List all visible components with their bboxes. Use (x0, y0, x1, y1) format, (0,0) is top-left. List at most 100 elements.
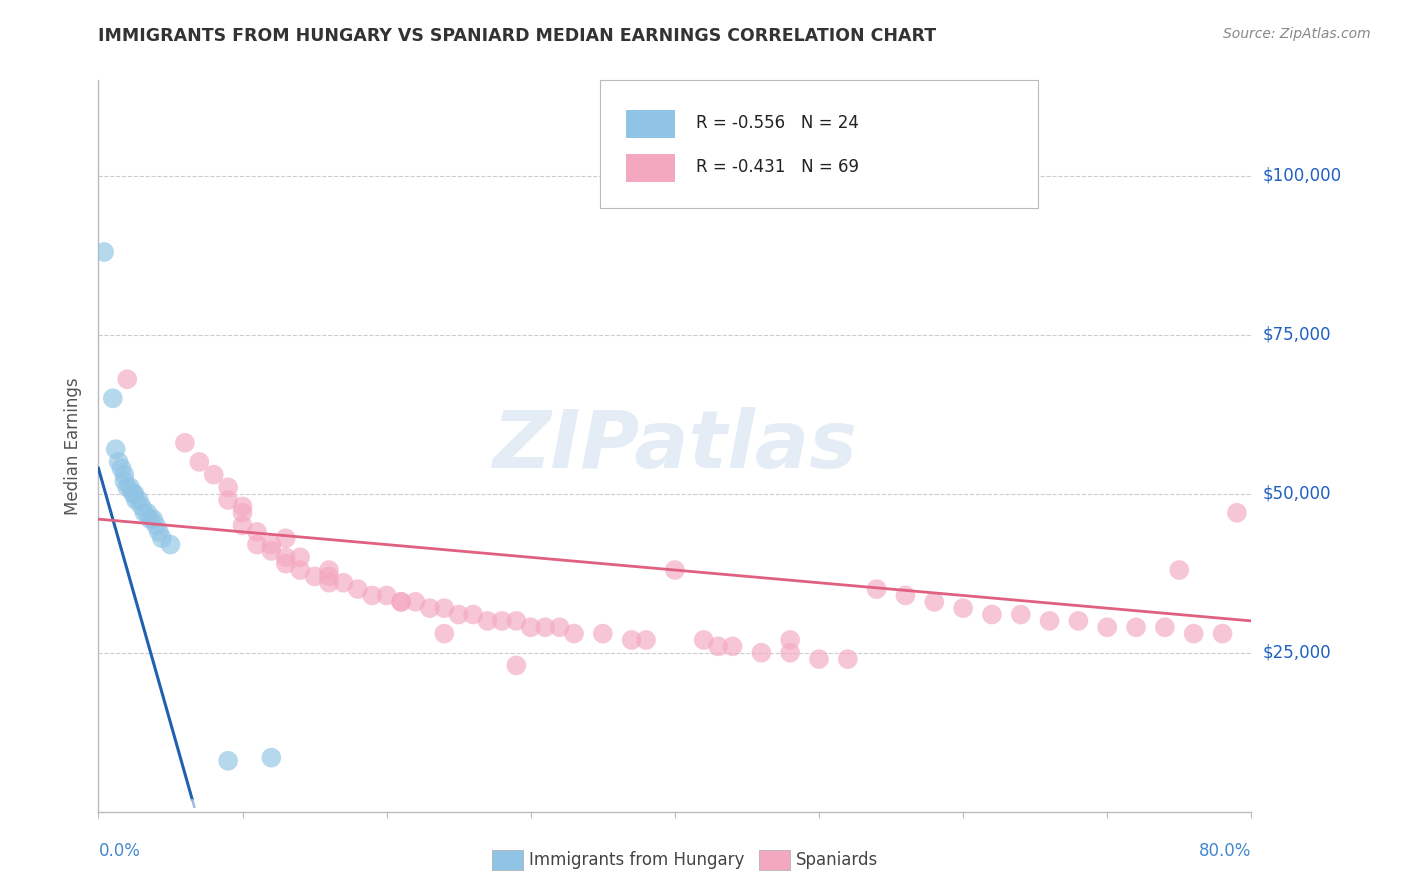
Text: $50,000: $50,000 (1263, 484, 1331, 503)
Point (779, 646, 801, 660)
Point (548, 620, 571, 634)
Point (1097, 620, 1119, 634)
Point (217, 493, 239, 508)
Point (636, 632, 658, 647)
Point (461, 607, 484, 622)
Text: IMMIGRANTS FROM HUNGARY VS SPANIARD MEDIAN EARNINGS CORRELATION CHART: IMMIGRANTS FROM HUNGARY VS SPANIARD MEDI… (98, 27, 936, 45)
Point (318, 563, 340, 577)
Point (231, 506, 254, 520)
Point (1182, 626, 1205, 640)
Point (1226, 506, 1249, 520)
Point (866, 582, 889, 596)
Point (389, 595, 412, 609)
Point (304, 569, 326, 583)
Point (952, 601, 974, 615)
Text: $100,000: $100,000 (1263, 167, 1341, 185)
Point (318, 575, 340, 590)
Text: R = -0.556   N = 24: R = -0.556 N = 24 (696, 113, 859, 132)
Point (112, 474, 135, 488)
Point (217, 754, 239, 768)
Point (139, 512, 162, 526)
Point (107, 455, 129, 469)
Point (274, 557, 297, 571)
Point (120, 480, 142, 494)
Text: 80.0%: 80.0% (1199, 842, 1251, 860)
FancyBboxPatch shape (600, 80, 1038, 209)
Point (117, 372, 138, 386)
Point (693, 632, 716, 647)
Point (779, 632, 801, 647)
Point (1067, 614, 1090, 628)
Point (620, 632, 643, 647)
Point (290, 550, 312, 565)
Point (122, 486, 145, 500)
Text: Immigrants from Hungary: Immigrants from Hungary (529, 851, 744, 869)
Point (231, 518, 254, 533)
Point (93, 245, 115, 260)
Point (260, 544, 283, 558)
Point (807, 652, 830, 666)
Point (125, 493, 148, 508)
Point (433, 601, 456, 615)
Point (110, 461, 132, 475)
Point (188, 455, 211, 469)
Point (142, 512, 165, 526)
Point (231, 500, 254, 514)
Point (318, 569, 340, 583)
Point (447, 607, 470, 622)
Text: ZIPatlas: ZIPatlas (492, 407, 858, 485)
Point (1212, 626, 1234, 640)
Text: $25,000: $25,000 (1263, 644, 1331, 662)
Point (104, 442, 127, 457)
Point (751, 646, 773, 660)
Text: Spaniards: Spaniards (796, 851, 877, 869)
Point (664, 563, 686, 577)
Point (1153, 620, 1175, 634)
Point (202, 467, 225, 482)
Point (1038, 614, 1062, 628)
Point (131, 500, 153, 514)
Point (145, 518, 167, 533)
Point (136, 506, 159, 520)
Point (346, 582, 368, 596)
Point (1168, 563, 1191, 577)
Point (592, 626, 614, 640)
Point (562, 626, 585, 640)
Point (150, 531, 173, 545)
Text: Source: ZipAtlas.com: Source: ZipAtlas.com (1223, 27, 1371, 41)
Point (505, 614, 527, 628)
Point (128, 493, 150, 508)
Text: R = -0.431   N = 69: R = -0.431 N = 69 (696, 158, 859, 176)
Point (375, 589, 398, 603)
Point (707, 640, 730, 654)
Point (389, 595, 412, 609)
Point (922, 595, 945, 609)
Y-axis label: Median Earnings: Median Earnings (65, 377, 83, 515)
Point (332, 575, 354, 590)
Point (290, 563, 312, 577)
Point (260, 538, 283, 552)
Point (260, 750, 283, 764)
Point (274, 531, 297, 545)
Point (124, 486, 146, 500)
Point (246, 524, 269, 539)
Point (894, 589, 917, 603)
Point (148, 524, 170, 539)
Point (217, 480, 239, 494)
Point (174, 435, 197, 450)
Point (837, 652, 859, 666)
Point (117, 480, 138, 494)
Point (112, 467, 135, 482)
Point (361, 589, 384, 603)
Point (505, 658, 527, 673)
Point (721, 640, 744, 654)
Point (491, 614, 513, 628)
Point (159, 538, 181, 552)
Point (405, 595, 427, 609)
Text: $75,000: $75,000 (1263, 326, 1331, 343)
Point (477, 614, 499, 628)
Point (433, 626, 456, 640)
Point (134, 506, 156, 520)
Point (520, 620, 543, 634)
Point (1125, 620, 1147, 634)
